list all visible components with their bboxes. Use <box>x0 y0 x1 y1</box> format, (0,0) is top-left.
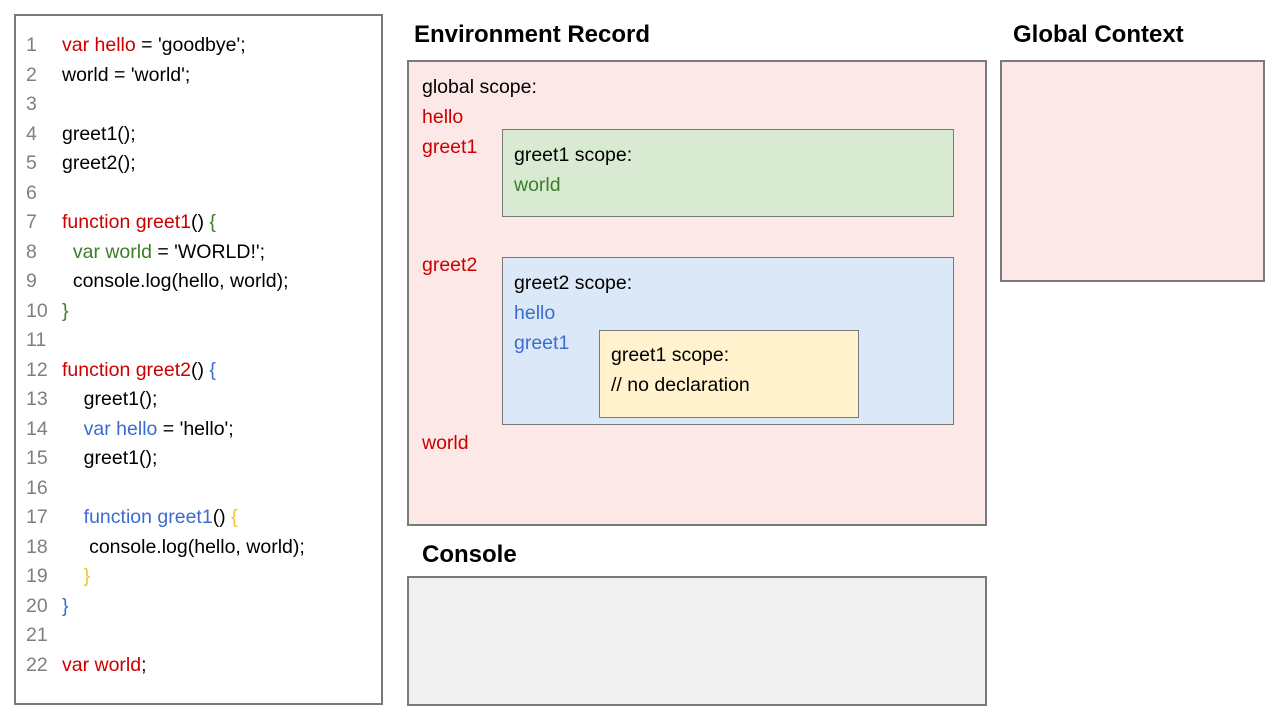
code-token: () <box>191 358 210 381</box>
code-token: greet1(); <box>62 122 136 145</box>
code-line: 10} <box>26 297 381 327</box>
code-line: 13 greet1(); <box>26 385 381 415</box>
line-number: 9 <box>26 270 37 292</box>
inner-greet1-scope-label: greet1 scope: <box>611 344 730 366</box>
line-number: 13 <box>26 388 48 410</box>
code-line: 7 function greet1() { <box>26 208 381 238</box>
code-line: 22 var world; <box>26 651 381 681</box>
code-line: 19 } <box>26 562 381 592</box>
greet2-scope-var-hello: hello <box>514 302 556 324</box>
code-token: () <box>212 506 232 528</box>
line-number: 22 <box>26 653 48 676</box>
code-token: function greet1 <box>83 506 213 528</box>
code-line: 5 greet2(); <box>26 149 381 179</box>
line-number: 15 <box>26 447 48 469</box>
code-line: 8 var world = 'WORLD!'; <box>26 238 381 268</box>
greet1-scope-label: greet1 scope: <box>514 144 633 166</box>
code-token: } <box>62 299 69 322</box>
greet2-scope-box: greet2 scope: hello greet1 greet1 scope:… <box>502 257 954 425</box>
global-scope-entry-world: world <box>422 432 469 454</box>
code-token: world = 'world'; <box>62 63 191 86</box>
code-token: var world <box>62 653 142 676</box>
code-line: 1 var hello = 'goodbye'; <box>26 31 381 61</box>
line-number: 8 <box>26 240 37 263</box>
line-number: 14 <box>26 417 48 440</box>
line-number: 11 <box>26 329 47 351</box>
code-line: 6 <box>26 179 381 209</box>
line-number: 16 <box>26 476 48 499</box>
code-token <box>62 562 84 592</box>
environment-record-title: Environment Record <box>414 21 651 48</box>
code-line: 3 <box>26 90 381 120</box>
line-number: 6 <box>26 181 37 204</box>
code-line: 14 var hello = 'hello'; <box>26 415 381 445</box>
code-token: console.log(hello, world); <box>62 270 289 292</box>
code-token <box>62 415 84 445</box>
code-token: console.log(hello, world); <box>62 535 305 558</box>
greet1-scope-var-world: world <box>514 174 561 196</box>
global-scope-entry-greet1: greet1 <box>422 136 478 158</box>
line-number: 10 <box>26 299 48 322</box>
code-token: function greet1 <box>62 211 192 233</box>
code-line: 16 <box>26 474 381 504</box>
greet1-scope-box: greet1 scope: world <box>502 129 954 217</box>
line-number: 20 <box>26 594 48 617</box>
line-number: 4 <box>26 122 37 145</box>
code-token: var hello <box>83 417 158 440</box>
code-token: = 'goodbye'; <box>135 34 246 56</box>
global-context-title: Global Context <box>1013 21 1184 48</box>
code-line: 9 console.log(hello, world); <box>26 267 381 297</box>
line-number: 18 <box>26 535 48 558</box>
code-token: greet1(); <box>62 388 158 410</box>
code-token: { <box>209 358 216 381</box>
code-token: () <box>191 211 210 233</box>
greet2-scope-label: greet2 scope: <box>514 272 633 294</box>
line-number: 21 <box>26 624 48 646</box>
code-lines: 1 var hello = 'goodbye'; 2 world = 'world';… <box>26 31 381 680</box>
code-token: } <box>83 565 91 587</box>
code-token: } <box>62 594 69 617</box>
line-number: 2 <box>26 63 37 86</box>
code-token: var world <box>72 240 152 263</box>
greet2-scope-var-greet1: greet1 <box>514 332 570 354</box>
code-editor: 1 var hello = 'goodbye'; 2 world = 'world';… <box>14 14 383 705</box>
global-scope-label: global scope: <box>422 76 537 98</box>
line-number: 17 <box>26 506 48 528</box>
console-title: Console <box>422 541 517 568</box>
code-token: var hello <box>62 34 136 56</box>
code-token: { <box>231 506 238 528</box>
code-token: = 'hello'; <box>157 417 234 440</box>
line-number: 7 <box>26 211 37 233</box>
code-line: 2 world = 'world'; <box>26 61 381 91</box>
global-scope-entry-greet2: greet2 <box>422 254 478 276</box>
code-line: 11 <box>26 326 381 356</box>
code-token: function greet2 <box>62 358 192 381</box>
code-line: 20} <box>26 592 381 622</box>
global-scope-box: global scope: hello greet1 greet2 world … <box>407 60 987 526</box>
global-scope-entry-hello: hello <box>422 106 464 128</box>
code-line: 21 <box>26 621 381 651</box>
line-number: 3 <box>26 93 37 115</box>
code-line: 17 function greet1() { <box>26 503 381 533</box>
global-context-box <box>1000 60 1265 282</box>
code-line: 12 function greet2() { <box>26 356 381 386</box>
inner-greet1-scope-box: greet1 scope: // no declaration <box>599 330 859 418</box>
code-token: ; <box>141 653 147 676</box>
code-token: = 'WORLD!'; <box>151 240 266 263</box>
code-token <box>62 238 73 268</box>
inner-greet1-scope-comment: // no declaration <box>611 374 750 396</box>
line-number: 1 <box>26 34 37 56</box>
console-output-box <box>407 576 987 706</box>
line-number: 12 <box>26 358 48 381</box>
code-line: 18 console.log(hello, world); <box>26 533 381 563</box>
code-line: 15 greet1(); <box>26 444 381 474</box>
code-line: 4 greet1(); <box>26 120 381 150</box>
code-token: greet1(); <box>62 447 158 469</box>
code-token <box>62 503 84 533</box>
code-token: greet2(); <box>62 152 136 174</box>
line-number: 5 <box>26 152 37 174</box>
code-token: { <box>209 211 216 233</box>
line-number: 19 <box>26 565 48 587</box>
